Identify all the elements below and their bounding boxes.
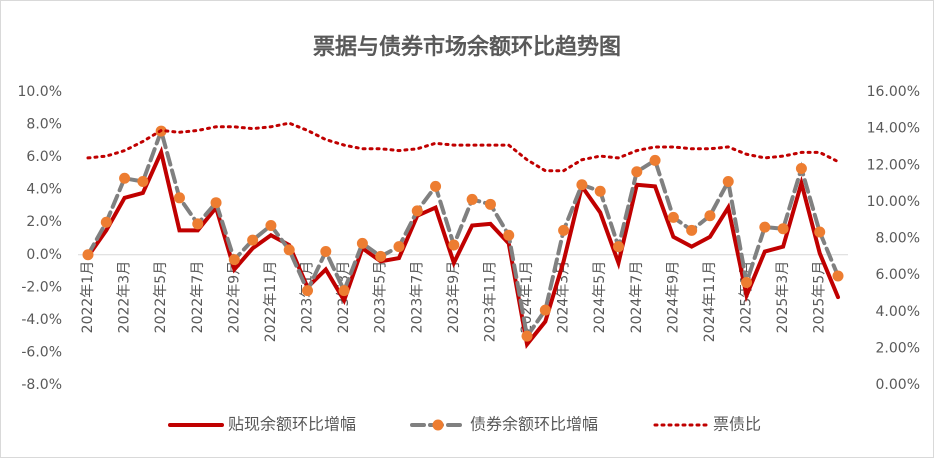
x-tick-label: 2022年11月	[263, 261, 279, 342]
y-tick-label: 10.0%	[18, 84, 62, 100]
x-tick-label: 2024年3月	[556, 261, 572, 334]
x-tick-label: 2024年11月	[702, 261, 718, 342]
series-line	[86, 121, 840, 173]
x-tick-label: 2025年5月	[812, 261, 828, 334]
series-marker	[521, 330, 533, 342]
y2-tick-label: 14.00%	[867, 121, 920, 137]
y-tick-label: -6.0%	[21, 344, 62, 360]
series-marker	[320, 246, 332, 258]
x-tick-label: 2023年11月	[482, 261, 498, 342]
y2-tick-label: 12.00%	[867, 157, 920, 173]
series-marker	[814, 226, 826, 238]
x-tick-label: 2023年9月	[446, 261, 462, 334]
series-marker	[539, 304, 551, 316]
y-tick-label: -8.0%	[21, 377, 62, 393]
series-marker	[265, 219, 277, 231]
legend-marker	[432, 419, 444, 431]
series-marker	[612, 241, 624, 253]
series-marker	[173, 192, 185, 204]
series-marker	[594, 185, 606, 197]
y-tick-label: -2.0%	[21, 279, 62, 295]
series-marker	[759, 221, 771, 233]
series-marker	[119, 172, 131, 184]
x-tick-label: 2023年5月	[373, 261, 389, 334]
y-tick-label: 2.0%	[26, 214, 62, 230]
y-tick-label: 6.0%	[26, 149, 62, 165]
x-tick-label: 2022年9月	[226, 261, 242, 334]
series-marker	[631, 166, 643, 178]
series-marker	[356, 237, 368, 249]
series-marker	[430, 180, 442, 192]
y2-tick-label: 16.00%	[867, 84, 920, 100]
series-marker	[448, 239, 460, 251]
y-tick-label: 0.0%	[26, 247, 62, 263]
legend-label: 债券余额环比增幅	[470, 415, 598, 434]
y2-tick-label: 10.00%	[867, 194, 920, 210]
series-marker	[649, 154, 661, 166]
legend-label: 贴现余额环比增幅	[228, 415, 356, 434]
chart-title: 票据与债券市场余额环比趋势图	[313, 34, 621, 60]
y-tick-label: 4.0%	[26, 182, 62, 198]
series-marker	[558, 224, 570, 236]
series-marker	[82, 249, 94, 261]
series-marker	[576, 179, 588, 191]
series-marker	[704, 210, 716, 222]
legend-label: 票债比	[713, 415, 761, 434]
series-marker	[192, 218, 204, 230]
series-marker	[100, 216, 112, 228]
y-tick-label: -4.0%	[21, 312, 62, 328]
series-marker	[795, 163, 807, 175]
y2-tick-label: 4.00%	[876, 304, 920, 320]
series-marker	[338, 285, 350, 297]
x-tick-label: 2023年7月	[409, 261, 425, 334]
series-marker	[393, 241, 405, 253]
series-marker	[375, 250, 387, 262]
series-marker	[667, 211, 679, 223]
series-marker	[210, 197, 222, 209]
series-marker	[302, 285, 314, 297]
x-tick-label: 2025年3月	[775, 261, 791, 334]
series-marker	[832, 270, 844, 282]
series-marker	[283, 244, 295, 256]
series-marker	[741, 276, 753, 288]
x-tick-label: 2022年3月	[117, 261, 133, 334]
series-marker	[484, 198, 496, 210]
series-marker	[466, 193, 478, 205]
x-tick-label: 2022年1月	[80, 261, 96, 334]
y-tick-label: 8.0%	[26, 117, 62, 133]
x-tick-label: 2024年5月	[592, 261, 608, 334]
y2-tick-label: 0.00%	[876, 377, 920, 393]
series-marker	[247, 234, 259, 246]
series-marker	[722, 176, 734, 188]
x-tick-label: 2022年7月	[190, 261, 206, 334]
series-marker	[777, 223, 789, 235]
y2-tick-label: 8.00%	[876, 231, 920, 247]
series-line	[86, 146, 840, 349]
series-marker	[228, 254, 240, 266]
series-marker	[686, 224, 698, 236]
series-marker	[137, 176, 149, 188]
x-tick-label: 2022年5月	[153, 261, 169, 334]
series-marker	[411, 205, 423, 217]
y2-tick-label: 6.00%	[876, 267, 920, 283]
x-tick-label: 2024年9月	[665, 261, 681, 334]
y2-tick-label: 2.00%	[876, 340, 920, 356]
series-marker	[503, 229, 515, 241]
x-tick-label: 2024年7月	[629, 261, 645, 334]
